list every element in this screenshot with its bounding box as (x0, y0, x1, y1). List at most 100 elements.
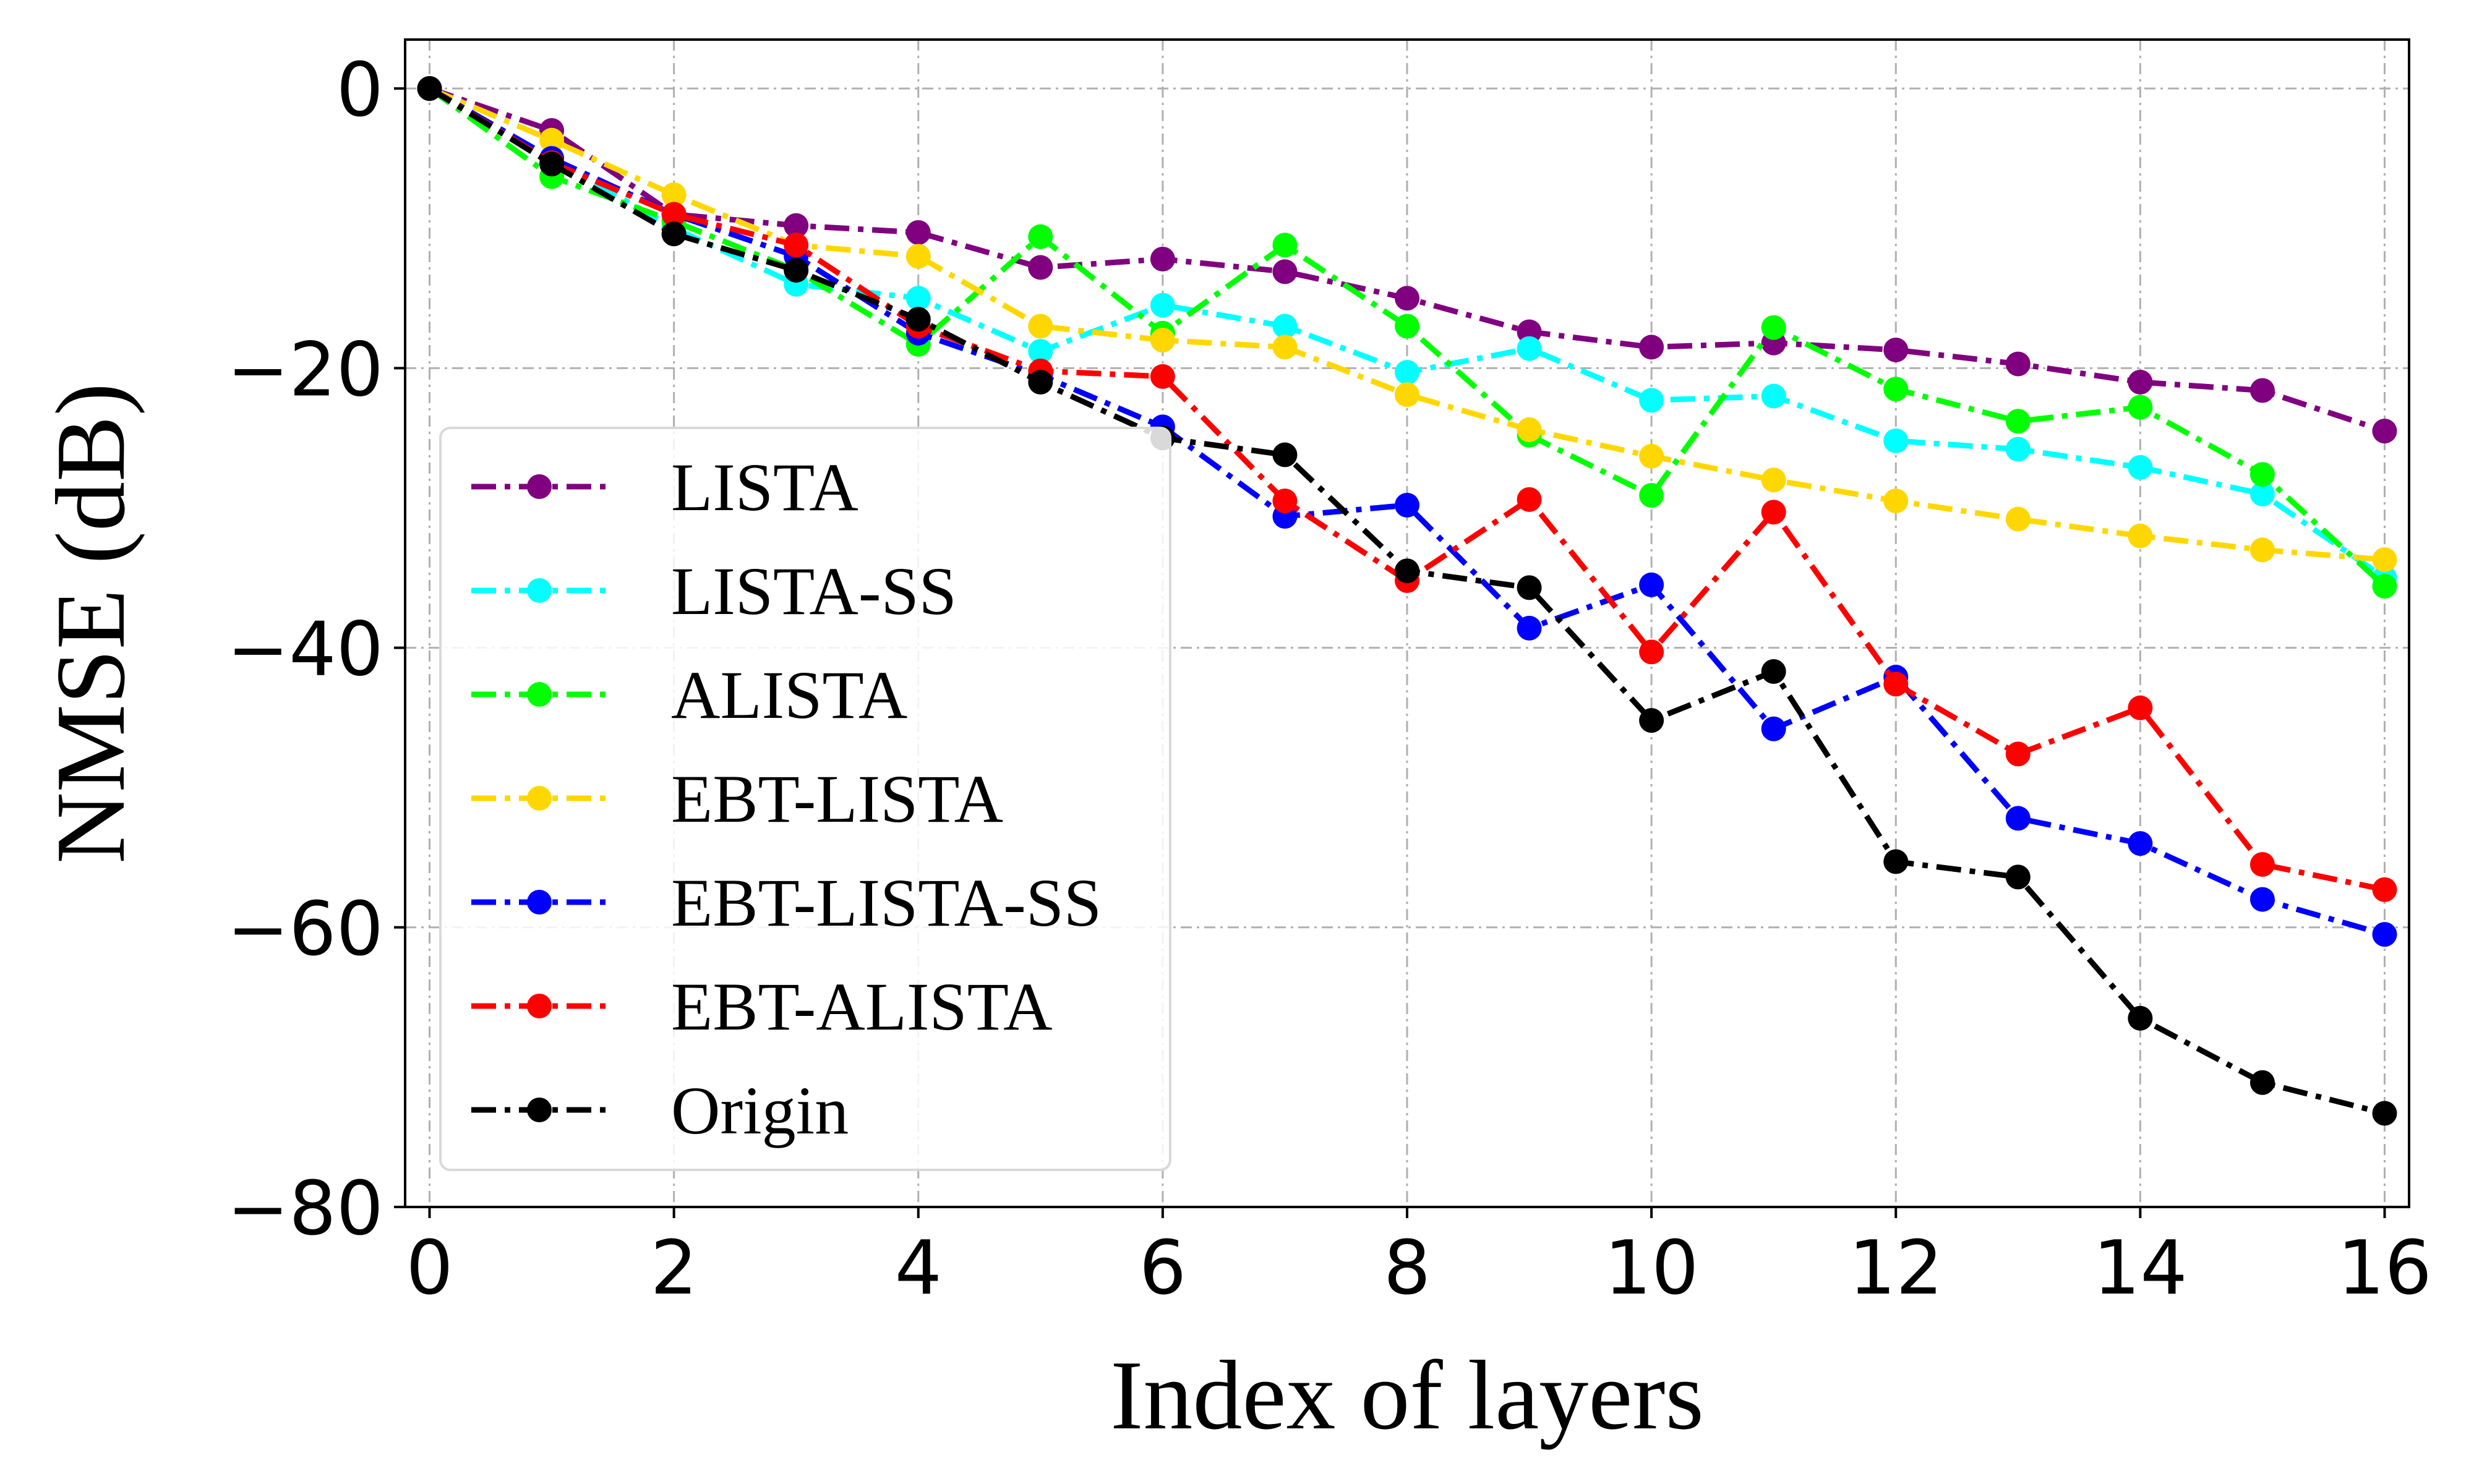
data-point (784, 232, 809, 258)
data-point (1517, 417, 1542, 442)
data-point (2249, 481, 2275, 506)
data-point (905, 286, 931, 311)
data-point (1639, 335, 1664, 360)
data-point (2005, 864, 2031, 890)
x-tick-label: 8 (1384, 1226, 1431, 1311)
data-point (1150, 246, 1175, 271)
data-point (905, 244, 931, 269)
y-tick-label: −20 (227, 327, 383, 413)
data-point (1272, 488, 1298, 514)
legend-item: LISTA (471, 450, 858, 525)
data-point (1639, 443, 1664, 469)
legend-marker (527, 994, 552, 1018)
data-point (1883, 488, 1909, 514)
legend-label: LISTA (671, 450, 858, 525)
data-point (1761, 716, 1786, 741)
y-tick-label: 0 (336, 48, 383, 134)
data-point (1517, 336, 1542, 361)
legend-item: EBT-LISTA-SS (471, 865, 1102, 940)
data-point (1395, 382, 1419, 407)
data-point (1395, 360, 1419, 385)
data-point (784, 213, 809, 238)
y-axis-title: NMSE (dB) (35, 383, 145, 864)
data-point (2128, 454, 2153, 480)
data-point (1395, 286, 1419, 311)
data-point (2128, 831, 2153, 856)
legend-item: Origin (471, 1073, 849, 1148)
data-point (784, 258, 809, 283)
data-point (1395, 558, 1419, 584)
data-point (2128, 1005, 2153, 1031)
data-point (661, 221, 687, 247)
y-tick-label: −40 (227, 607, 383, 693)
data-point (661, 202, 687, 227)
legend-frame (439, 427, 1171, 1171)
data-point (1395, 492, 1419, 518)
data-point (1639, 639, 1664, 665)
series-lines (417, 76, 2397, 1126)
data-point (1639, 572, 1664, 597)
legend-marker (527, 786, 552, 811)
data-point (1639, 708, 1664, 733)
data-point (1395, 313, 1419, 339)
legend-marker (527, 578, 552, 603)
data-point (2249, 378, 2275, 403)
data-point (417, 76, 442, 101)
data-point (905, 220, 931, 245)
data-point (2005, 741, 2031, 767)
x-tick-label: 12 (1849, 1226, 1943, 1311)
axis-ticks: 0 2 4 6 8 10 12 14 16 0 −20 −40 −60 −80 (227, 48, 2432, 1311)
series-line (427, 86, 2387, 589)
data-point (2372, 547, 2397, 573)
legend-marker (527, 1098, 552, 1122)
x-tick-label: 14 (2093, 1226, 2188, 1311)
legend-item: LISTA-SS (471, 553, 957, 629)
data-point (1028, 255, 1053, 280)
series-origin (417, 76, 2397, 1126)
data-point (1761, 383, 1786, 409)
data-point (1883, 849, 1909, 874)
legend-item: EBT-LISTA (471, 761, 1003, 837)
data-point (2372, 1101, 2397, 1126)
data-point (2128, 369, 2153, 394)
x-tick-label: 0 (406, 1226, 453, 1311)
data-point (2372, 419, 2397, 444)
x-tick-label: 10 (1604, 1226, 1699, 1311)
data-point (1883, 337, 1909, 362)
legend-item: EBT-ALISTA (471, 969, 1053, 1044)
legend-label: LISTA-SS (671, 553, 957, 629)
data-point (1272, 442, 1298, 467)
data-point (1761, 467, 1786, 493)
legend-label: EBT-LISTA (671, 761, 1003, 837)
data-point (539, 127, 565, 153)
data-point (2128, 523, 2153, 548)
data-point (2372, 877, 2397, 902)
data-point (1272, 335, 1298, 360)
legend-label: EBT-ALISTA (671, 969, 1053, 1044)
data-point (2249, 537, 2275, 563)
data-point (1272, 313, 1298, 339)
data-point (2005, 506, 2031, 532)
legend-marker (527, 890, 552, 915)
data-point (1883, 428, 1909, 453)
x-tick-label: 2 (650, 1226, 697, 1311)
data-point (905, 307, 931, 332)
data-point (2372, 574, 2397, 599)
data-point (2128, 394, 2153, 420)
legend-marker (527, 474, 552, 499)
data-point (1028, 224, 1053, 249)
data-point (2005, 806, 2031, 831)
data-point (1272, 259, 1298, 284)
data-point (1517, 615, 1542, 641)
x-axis-title: Index of layers (1110, 1340, 1704, 1450)
data-point (1761, 659, 1786, 684)
data-point (2005, 437, 2031, 462)
data-point (2005, 351, 2031, 377)
data-point (2249, 852, 2275, 877)
data-point (1150, 328, 1175, 353)
y-tick-label: −80 (227, 1166, 383, 1252)
data-point (2128, 695, 2153, 720)
data-point (1272, 232, 1298, 258)
legend: LISTA LISTA-SS ALISTA EBT-LISTA EBT-LISTA-SS… (439, 427, 1171, 1171)
